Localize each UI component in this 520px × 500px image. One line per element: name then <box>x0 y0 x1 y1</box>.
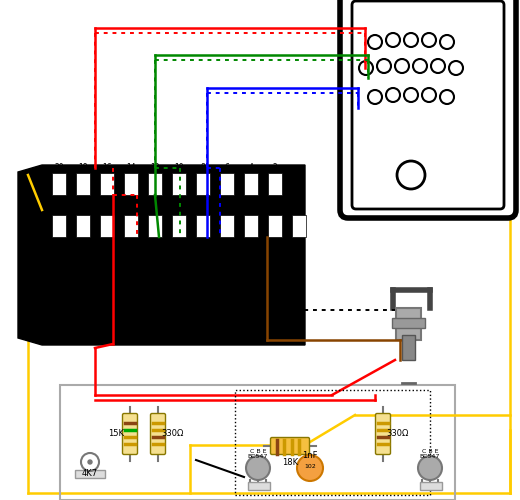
Text: 5: 5 <box>249 242 253 252</box>
FancyBboxPatch shape <box>375 414 391 455</box>
Circle shape <box>359 61 373 75</box>
Text: 330Ω: 330Ω <box>161 430 183 438</box>
FancyBboxPatch shape <box>270 438 309 454</box>
Text: 102: 102 <box>304 464 316 468</box>
Text: 4K7: 4K7 <box>82 468 98 477</box>
Circle shape <box>422 33 436 47</box>
Circle shape <box>397 161 425 189</box>
Text: 20: 20 <box>54 164 64 172</box>
Circle shape <box>422 88 436 102</box>
Bar <box>396 308 421 340</box>
Circle shape <box>431 59 445 73</box>
Circle shape <box>81 453 99 471</box>
FancyBboxPatch shape <box>340 0 516 218</box>
Circle shape <box>404 33 418 47</box>
Bar <box>124 215 138 237</box>
Bar <box>172 215 186 237</box>
Circle shape <box>440 35 454 49</box>
Bar <box>220 173 234 195</box>
Text: C B E: C B E <box>250 449 266 454</box>
Text: 17: 17 <box>102 242 112 252</box>
Circle shape <box>395 59 409 73</box>
Text: 21: 21 <box>54 242 64 252</box>
Bar <box>420 482 442 490</box>
Circle shape <box>386 33 400 47</box>
Bar <box>52 215 66 237</box>
Bar <box>220 215 234 237</box>
FancyBboxPatch shape <box>352 1 504 209</box>
Bar <box>172 173 186 195</box>
Text: 9: 9 <box>201 242 205 252</box>
Bar <box>392 318 425 328</box>
FancyBboxPatch shape <box>123 414 137 455</box>
Text: 13: 13 <box>150 242 160 252</box>
Text: 330Ω: 330Ω <box>386 430 408 438</box>
Bar <box>248 482 270 490</box>
Text: 6: 6 <box>225 164 229 172</box>
Bar <box>148 173 162 195</box>
Circle shape <box>404 88 418 102</box>
Text: 4: 4 <box>249 164 253 172</box>
Circle shape <box>246 456 270 480</box>
Bar <box>268 173 282 195</box>
Circle shape <box>449 61 463 75</box>
Bar <box>196 173 210 195</box>
Circle shape <box>413 59 427 73</box>
Text: 16: 16 <box>102 164 112 172</box>
Circle shape <box>418 456 442 480</box>
Text: 15: 15 <box>126 242 136 252</box>
Text: 18: 18 <box>78 164 88 172</box>
Bar <box>292 215 306 237</box>
Bar <box>244 215 258 237</box>
Bar <box>124 173 138 195</box>
FancyBboxPatch shape <box>150 414 165 455</box>
Polygon shape <box>18 165 305 345</box>
Bar <box>75 470 105 478</box>
Circle shape <box>88 460 92 464</box>
Circle shape <box>368 35 382 49</box>
Text: 19: 19 <box>78 242 88 252</box>
Text: 11: 11 <box>174 242 184 252</box>
Bar <box>76 215 90 237</box>
Text: 14: 14 <box>126 164 136 172</box>
Bar <box>196 215 210 237</box>
Text: 8: 8 <box>201 164 205 172</box>
Circle shape <box>368 90 382 104</box>
Circle shape <box>440 90 454 104</box>
Bar <box>235 390 430 495</box>
Bar <box>148 215 162 237</box>
Text: 1: 1 <box>296 242 302 252</box>
Text: 18K: 18K <box>282 458 298 467</box>
Circle shape <box>386 88 400 102</box>
Text: 12: 12 <box>150 164 160 172</box>
Text: 10: 10 <box>174 164 184 172</box>
Circle shape <box>377 59 391 73</box>
Bar <box>402 335 415 360</box>
Text: BC547: BC547 <box>420 454 440 459</box>
Circle shape <box>297 455 323 481</box>
Bar <box>60 385 455 500</box>
Text: 2: 2 <box>272 164 277 172</box>
Bar <box>244 173 258 195</box>
Text: 3: 3 <box>272 242 278 252</box>
Bar <box>100 215 114 237</box>
Text: C B E: C B E <box>422 449 438 454</box>
Bar <box>76 173 90 195</box>
Text: BC547: BC547 <box>248 454 268 459</box>
Bar <box>52 173 66 195</box>
Bar <box>268 215 282 237</box>
Text: 7: 7 <box>225 242 229 252</box>
Text: 1nF: 1nF <box>302 450 318 460</box>
Bar <box>100 173 114 195</box>
Text: 15K: 15K <box>108 430 124 438</box>
